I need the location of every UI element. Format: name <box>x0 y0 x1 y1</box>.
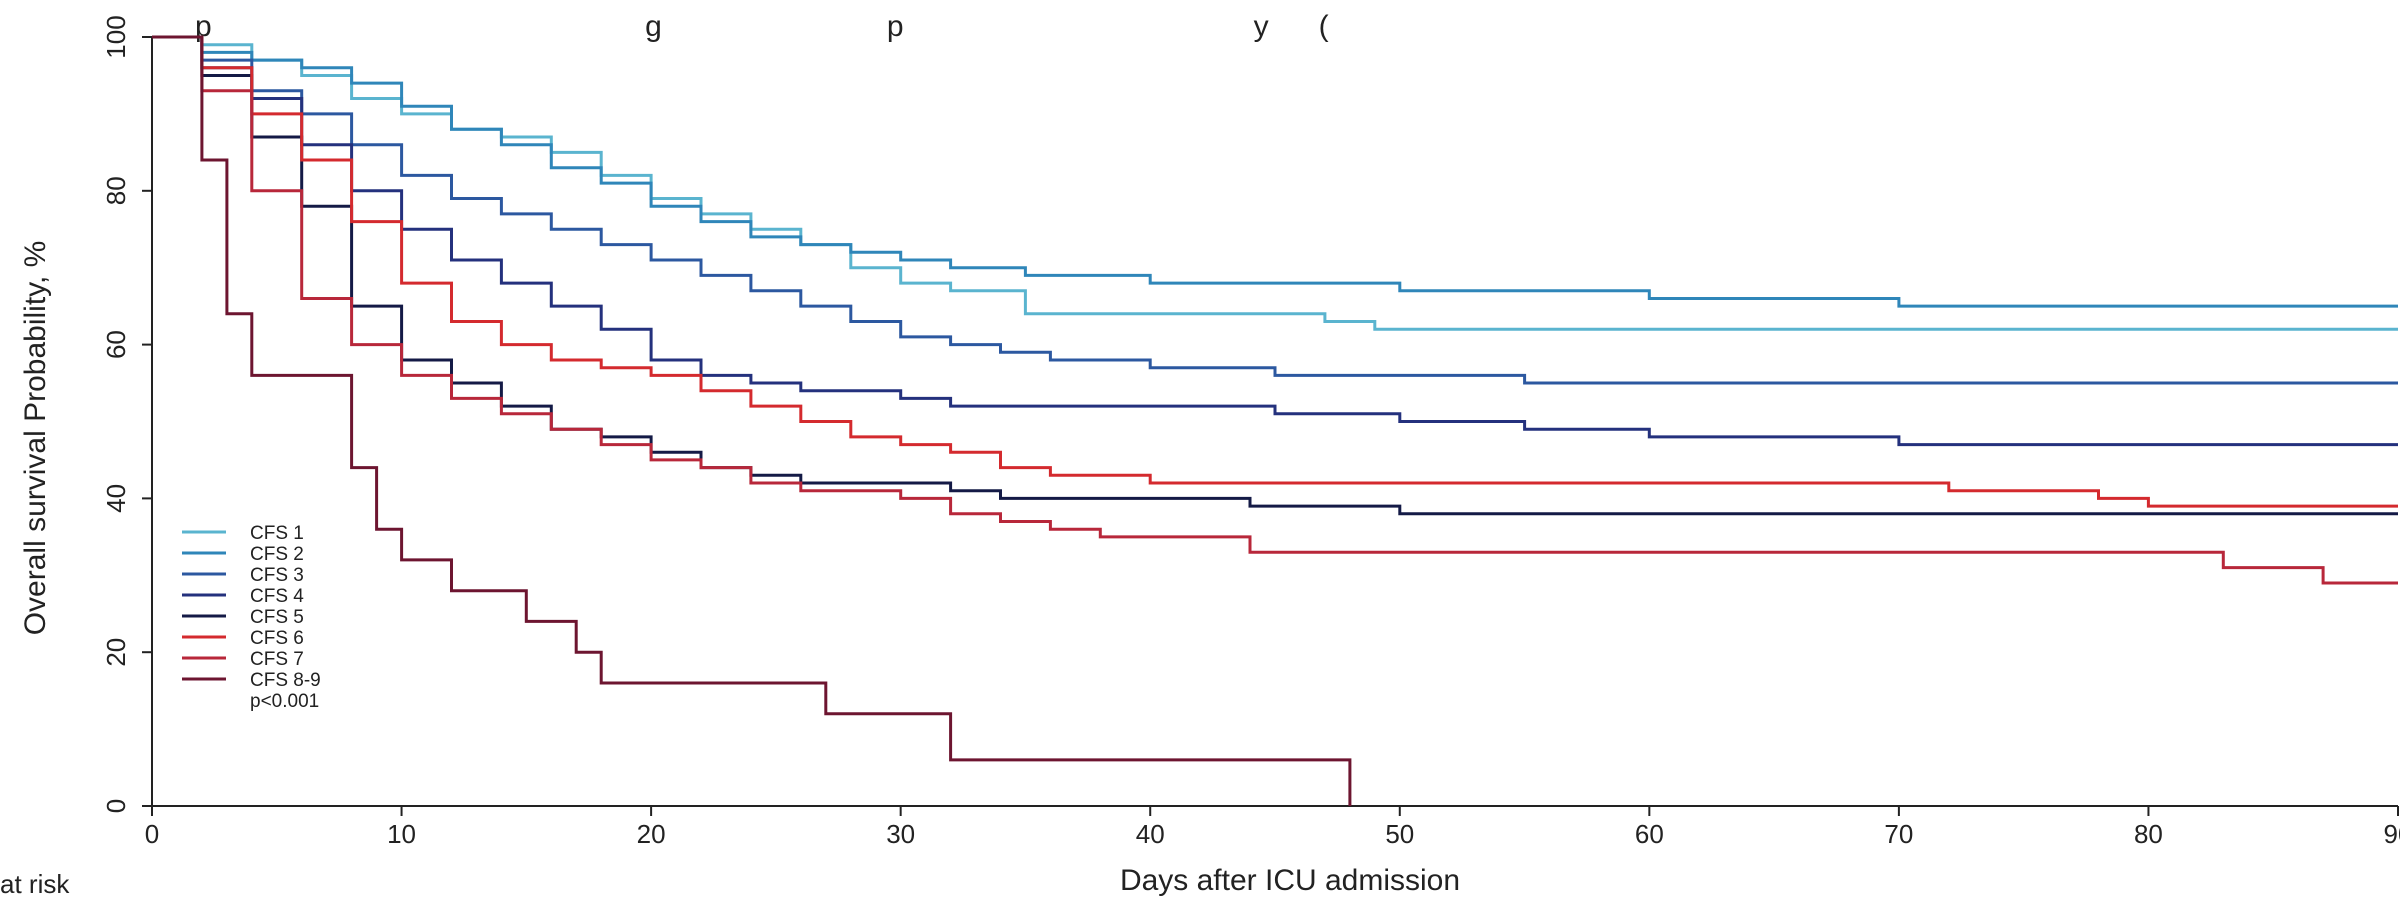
series-line-cfs-3 <box>152 35 2398 385</box>
series-layer <box>152 35 2398 806</box>
x-tick-label: 80 <box>2134 819 2163 849</box>
legend-item-label: CFS 1 <box>250 523 304 544</box>
x-tick-label: 20 <box>637 819 666 849</box>
x-axis-title: Days after ICU admission <box>1120 864 1460 897</box>
legend-item-label: CFS 7 <box>250 649 304 670</box>
x-tick-label: 70 <box>1884 819 1913 849</box>
x-tick-label: 90 <box>2384 819 2400 849</box>
y-tick-label: 80 <box>101 176 131 205</box>
series-line-cfs-2 <box>152 35 2398 308</box>
y-tick-label: 60 <box>101 330 131 359</box>
y-axis-title: Overall survival Probability, % <box>19 241 52 636</box>
p-value-label: p<0.001 <box>250 691 319 712</box>
cropped-top-text: p g p y ( <box>195 10 1329 43</box>
y-tick-label: 0 <box>101 799 131 813</box>
legend-item-label: CFS 4 <box>250 586 304 607</box>
at-risk-label: at risk <box>0 869 70 897</box>
x-tick-label: 40 <box>1136 819 1165 849</box>
x-tick-label: 30 <box>886 819 915 849</box>
x-tick-label: 60 <box>1635 819 1664 849</box>
y-tick-label: 20 <box>101 638 131 667</box>
y-tick-label: 40 <box>101 484 131 513</box>
x-tick-label: 0 <box>145 819 159 849</box>
legend-item-label: CFS 6 <box>250 628 304 649</box>
legend-item-label: CFS 3 <box>250 565 304 586</box>
series-line-cfs-5 <box>152 35 2398 516</box>
axes: 0 10 20 30 40 50 60 70 80 90 0 20 40 60 80 100 <box>101 15 2400 849</box>
x-tick-label: 50 <box>1385 819 1414 849</box>
x-tick-label: 10 <box>387 819 416 849</box>
legend-item-label: CFS 8-9 <box>250 670 321 691</box>
series-line-cfs-6 <box>152 35 2398 508</box>
series-line-cfs-7 <box>152 35 2398 585</box>
series-line-cfs-8-9 <box>152 35 1352 806</box>
series-line-cfs-1 <box>152 35 2398 331</box>
y-tick-label: 100 <box>101 15 131 58</box>
legend-item-label: CFS 5 <box>250 607 304 628</box>
series-line-cfs-4 <box>152 35 2398 447</box>
legend-item-label: CFS 2 <box>250 544 304 565</box>
